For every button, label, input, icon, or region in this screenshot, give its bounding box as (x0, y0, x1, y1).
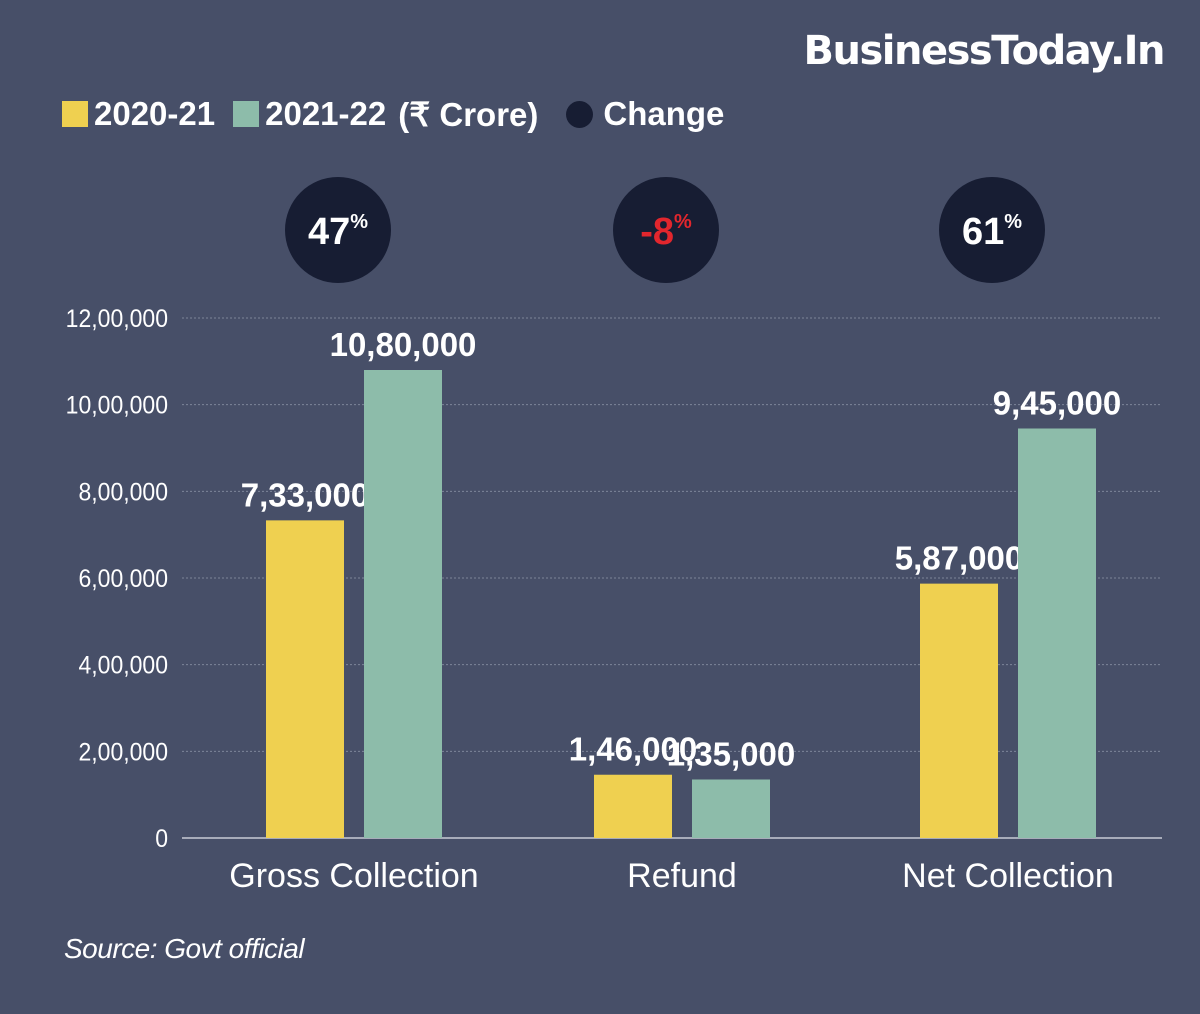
x-category-label: Net Collection (902, 857, 1114, 895)
brand-logo: BusinessToday.In (803, 28, 1165, 74)
bar (594, 774, 672, 838)
legend-change-dot (566, 100, 594, 128)
y-tick-label: 0 (155, 825, 168, 853)
change-bubble (939, 177, 1045, 283)
data-label: 10,80,000 (330, 326, 477, 363)
data-label: 5,87,000 (895, 540, 1023, 577)
legend-swatch-2020-21 (62, 101, 88, 127)
legend-swatch-2021-22 (233, 101, 260, 127)
source-note: Source: Govt official (64, 933, 305, 964)
legend-label-2021-22: 2021-22 (265, 95, 387, 132)
legend-label-2020-21: 2020-21 (94, 95, 216, 132)
change-bubble (613, 177, 719, 283)
y-tick-label: 6,00,000 (78, 565, 168, 593)
x-category-label: Gross Collection (229, 857, 478, 895)
x-category-label: Refund (627, 857, 737, 895)
y-tick-label: 12,00,000 (66, 305, 168, 333)
y-tick-label: 10,00,000 (66, 392, 168, 420)
data-label: 1,35,000 (667, 736, 795, 773)
legend-label-change: Change (603, 95, 725, 132)
bar (364, 370, 442, 838)
bar (692, 779, 770, 838)
data-label: 9,45,000 (993, 385, 1121, 422)
change-value: 47% (308, 211, 368, 253)
y-tick-label: 2,00,000 (78, 738, 168, 766)
bar (266, 520, 344, 838)
data-label: 7,33,000 (241, 476, 369, 513)
data-label: 1,46,000 (569, 731, 697, 768)
change-value: -8% (640, 211, 692, 253)
change-bubble (285, 177, 391, 283)
bar (920, 583, 998, 838)
y-tick-label: 8,00,000 (78, 478, 168, 506)
bar (1018, 428, 1096, 838)
y-tick-label: 4,00,000 (78, 652, 168, 680)
legend: 2020-21 2021-22 (₹ Crore) Change (62, 92, 724, 136)
legend-unit: (₹ Crore) (398, 95, 539, 133)
change-value: 61% (962, 211, 1022, 253)
